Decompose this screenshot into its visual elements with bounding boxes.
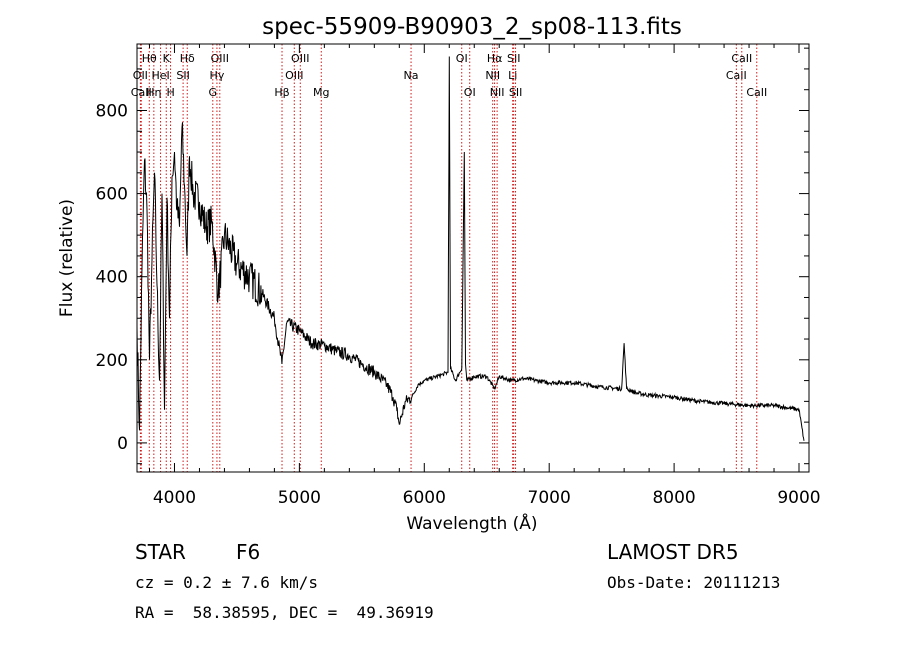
spectral-subclass: F6 <box>236 540 261 564</box>
line-label-11: G <box>209 86 218 99</box>
line-label-13: OIII <box>285 69 303 82</box>
y-tick-label-400: 400 <box>96 268 128 288</box>
line-label-1: OII <box>133 69 148 82</box>
line-label-21: NII <box>490 86 505 99</box>
line-label-12: Hβ <box>274 86 289 99</box>
line-label-24: SII <box>509 86 522 99</box>
redshift-readout: cz = 0.2 ± 7.6 km/s <box>135 573 319 592</box>
y-tick-label-0: 0 <box>117 434 128 454</box>
line-label-26: CaII <box>731 52 752 65</box>
coordinates: RA = 58.38595, DEC = 49.36919 <box>135 603 434 622</box>
line-label-23: Li <box>508 69 517 82</box>
spectrum-line <box>136 56 805 441</box>
object-class: STAR <box>135 540 186 564</box>
line-label-17: OI <box>456 52 468 65</box>
line-label-20: NII <box>485 69 500 82</box>
spectrum-layer <box>136 56 805 441</box>
survey-release: LAMOST DR5 <box>607 540 739 564</box>
x-tick-label-9000: 9000 <box>777 488 820 508</box>
line-label-27: CaII <box>746 86 767 99</box>
line-label-6: H <box>166 86 174 99</box>
obs-date: Obs-Date: 20111213 <box>607 573 781 592</box>
y-tick-label-600: 600 <box>96 185 128 205</box>
line-label-0: Hθ <box>142 52 157 65</box>
y-tick-label-800: 800 <box>96 101 128 121</box>
line-label-5: HeI <box>151 69 169 82</box>
line-label-18: OI <box>464 86 476 99</box>
line-label-4: K <box>163 52 171 65</box>
x-tick-label-5000: 5000 <box>278 488 321 508</box>
line-label-14: OIII <box>291 52 309 65</box>
y-tick-label-200: 200 <box>96 351 128 371</box>
line-label-3: Hη <box>146 86 161 99</box>
plot-frame <box>136 43 810 473</box>
y-axis-label: Flux (relative) <box>57 199 77 317</box>
line-label-22: SII <box>507 52 520 65</box>
chart-title: spec-55909-B90903_2_sp08-113.fits <box>262 14 682 40</box>
x-tick-label-4000: 4000 <box>153 488 196 508</box>
axis-tick-layer: 4000 5000 6000 7000 8000 9000 0 200 400 600 800 <box>96 44 821 508</box>
line-label-9: OIII <box>211 52 229 65</box>
x-axis-label: Wavelength (Å) <box>406 512 537 534</box>
line-label-19: Hα <box>487 52 503 65</box>
line-label-8: SII <box>176 69 189 82</box>
line-label-2: CaII <box>131 86 152 99</box>
line-label-25: CaII <box>726 69 747 82</box>
x-tick-label-7000: 7000 <box>528 488 571 508</box>
x-tick-label-8000: 8000 <box>652 488 695 508</box>
x-tick-label-6000: 6000 <box>403 488 446 508</box>
line-label-16: Na <box>404 69 419 82</box>
line-label-10: Hγ <box>210 69 225 82</box>
line-label-15: Mg <box>313 86 329 99</box>
line-label-7: Hδ <box>180 52 195 65</box>
